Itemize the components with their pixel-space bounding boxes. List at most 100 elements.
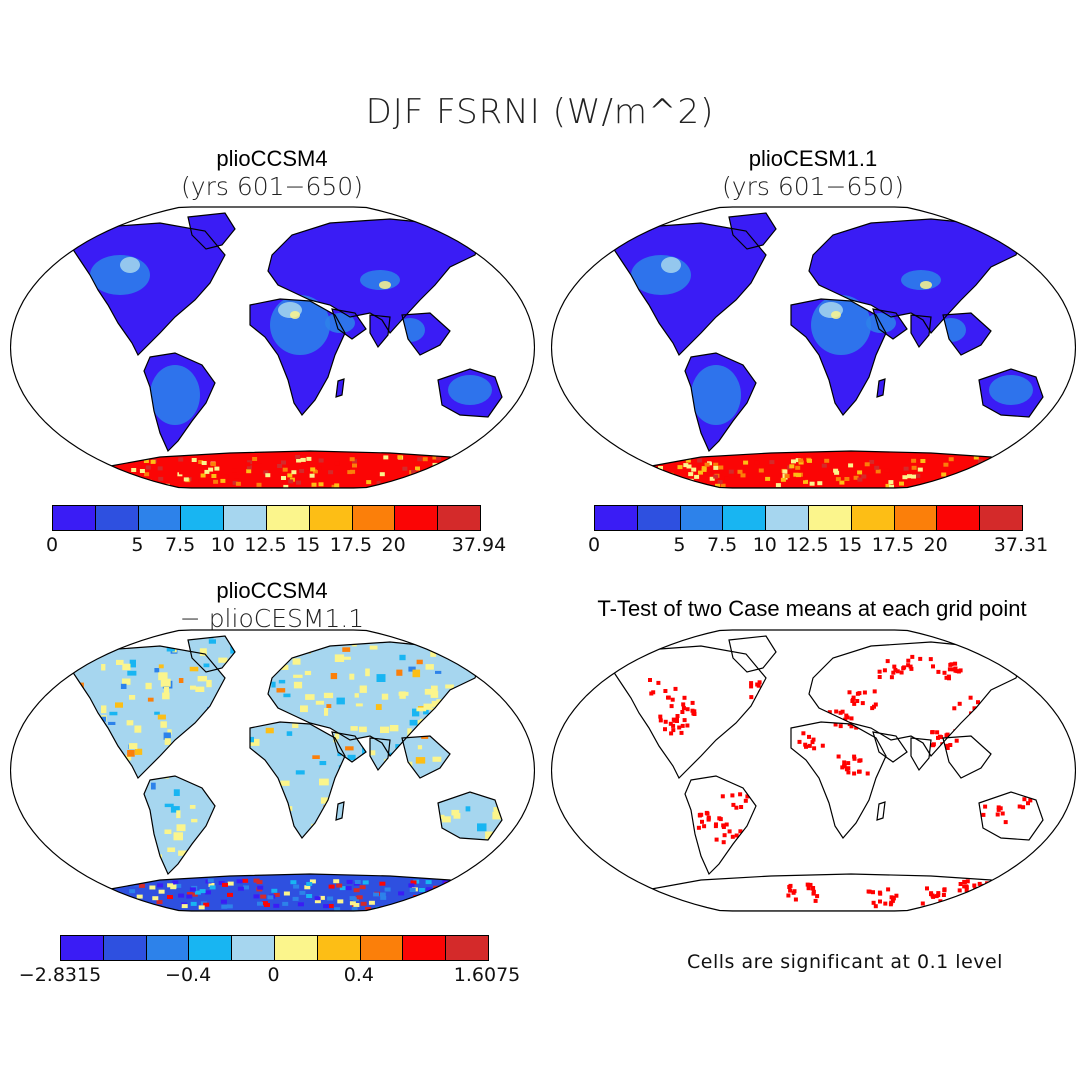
significant-cell (920, 901, 925, 906)
field-cell (475, 462, 481, 467)
coastline-madagascar (335, 378, 345, 398)
field-cell (415, 757, 426, 764)
field-cell (365, 907, 372, 911)
significant-cell (860, 701, 865, 706)
field-cell (411, 469, 417, 474)
field-cell (223, 474, 229, 479)
map-panel-plioCESM1.1 (551, 206, 1076, 489)
significance-note: Cells are significant at 0.1 level (687, 951, 1003, 973)
field-cell (365, 668, 370, 677)
field-cell (713, 474, 719, 479)
colorbar-swatch (937, 506, 981, 530)
significant-cell (1028, 798, 1033, 803)
field-cell (471, 899, 478, 904)
field-cell (791, 459, 796, 464)
field-cell (136, 484, 142, 488)
field-cell (211, 474, 217, 478)
field-cell (504, 868, 512, 876)
field-cell (408, 478, 413, 483)
field-cell (462, 906, 469, 911)
colorbar-swatch (224, 506, 267, 530)
coastline-europeAsia (267, 641, 481, 757)
field-cell (412, 669, 421, 678)
field-cell (186, 894, 193, 899)
field-cell (183, 477, 189, 482)
field-cell (300, 457, 306, 462)
field-cell (701, 467, 707, 472)
field-cell (334, 483, 340, 488)
significant-cell (756, 683, 761, 688)
significant-cell (873, 702, 878, 707)
field-cell (351, 906, 358, 911)
field-cell (780, 477, 786, 482)
colorbar-tick-label: 37.94 (451, 534, 507, 556)
field-cell (673, 483, 679, 488)
field-cell (817, 481, 823, 486)
field-cell (108, 721, 116, 725)
field-cell (194, 890, 201, 895)
significant-cell (738, 829, 743, 834)
significant-cell (846, 761, 851, 766)
field-cell (444, 469, 450, 474)
significant-cell (988, 889, 993, 894)
significant-cell (891, 670, 896, 675)
significant-cell (685, 723, 690, 728)
field-cell (476, 475, 482, 480)
significant-cell (696, 825, 701, 830)
field-cell (404, 483, 410, 488)
field-cell (243, 885, 249, 890)
significant-cell (807, 743, 812, 748)
panel4-title: T-Test of two Case means at each grid po… (597, 596, 1027, 621)
significant-cell (964, 885, 969, 890)
field-cell (932, 481, 937, 486)
field-cell (653, 481, 658, 486)
significant-cell (855, 691, 860, 696)
significant-cell (946, 674, 951, 679)
field-cell (312, 755, 320, 759)
field-cell (347, 470, 353, 475)
coastline-arabia (872, 308, 908, 340)
field-cell (175, 883, 182, 888)
field-cell (273, 903, 280, 908)
field-cell (276, 688, 286, 693)
map-panel-difference (10, 629, 535, 912)
significant-cell (738, 792, 743, 797)
significant-cell (972, 883, 977, 888)
significant-cell (854, 725, 859, 730)
field-cell (167, 847, 176, 852)
field-cell (107, 898, 114, 903)
field-cell (461, 463, 466, 468)
coastline-northAmerica (69, 222, 226, 357)
field-cell (145, 682, 152, 690)
field-cell (210, 462, 216, 467)
field-cell (833, 468, 839, 473)
field-cell (176, 824, 186, 832)
field-cell (300, 705, 308, 713)
significant-cell (702, 824, 707, 829)
field-cell (156, 900, 163, 905)
field-cell (911, 465, 917, 470)
significant-cell (971, 891, 976, 896)
field-cell (399, 654, 406, 661)
field-cell (853, 475, 859, 480)
coastline-greenland (187, 212, 236, 250)
panel1-title: plioCCSM4 (216, 146, 328, 171)
field-cell (465, 806, 471, 812)
field-cell (943, 462, 949, 467)
significant-cell (807, 734, 811, 739)
field-cell (204, 890, 211, 895)
significant-cell (836, 754, 841, 759)
field-cell (286, 731, 293, 736)
colorbar-swatch (266, 506, 310, 530)
field-cell (152, 896, 159, 901)
significant-cell (811, 886, 816, 890)
significant-cell (995, 812, 1000, 817)
coastline-europeAsia (808, 218, 1022, 334)
field-cell (335, 733, 340, 739)
field-cell (293, 884, 300, 889)
field-cell (973, 455, 979, 460)
field-cell (888, 480, 894, 485)
field-cell (720, 483, 726, 488)
field-cell (291, 470, 297, 475)
field-cell (145, 465, 151, 470)
